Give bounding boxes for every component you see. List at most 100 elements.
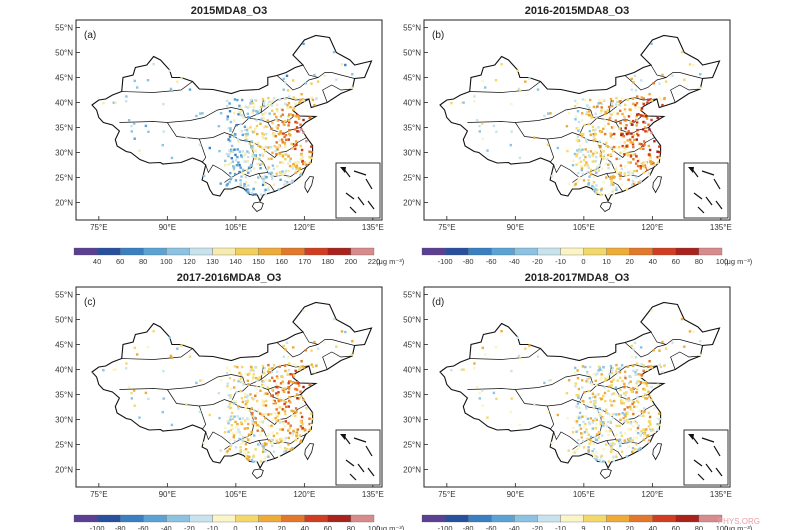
station-marker	[261, 162, 264, 165]
station-marker	[240, 130, 244, 133]
station-marker	[316, 80, 320, 83]
station-marker	[254, 150, 257, 153]
station-marker	[642, 438, 645, 441]
station-marker	[241, 438, 244, 441]
station-marker	[295, 410, 298, 413]
station-marker	[486, 416, 489, 419]
station-marker	[233, 132, 237, 136]
station-marker	[640, 107, 644, 110]
lon-tick-label: 120°E	[641, 223, 663, 232]
station-marker	[228, 369, 231, 372]
station-marker	[227, 405, 230, 408]
colorbar-swatch	[96, 514, 121, 523]
province-border	[615, 404, 655, 425]
station-marker	[281, 422, 285, 425]
station-marker	[278, 154, 282, 157]
station-marker	[251, 368, 254, 371]
station-marker	[625, 152, 628, 155]
station-marker	[631, 408, 634, 411]
station-marker	[235, 164, 239, 167]
station-marker	[274, 416, 277, 420]
station-marker	[247, 191, 250, 194]
station-marker	[598, 191, 601, 195]
station-marker	[300, 360, 303, 363]
station-marker	[234, 179, 238, 182]
station-marker	[239, 179, 242, 182]
station-marker	[622, 402, 625, 405]
station-marker	[285, 138, 288, 141]
station-marker	[625, 411, 628, 415]
station-marker	[248, 188, 251, 192]
lat-tick-label: 30°N	[403, 149, 421, 158]
station-marker	[581, 119, 584, 122]
station-marker	[226, 366, 229, 370]
station-marker	[625, 419, 628, 422]
station-marker	[619, 444, 622, 448]
station-marker	[589, 365, 592, 369]
station-marker	[239, 373, 243, 376]
station-marker	[486, 149, 489, 152]
south-china-sea-inset	[335, 429, 381, 486]
station-marker	[599, 111, 602, 115]
lat-tick-label: 40°N	[55, 99, 73, 108]
inset-boundary	[367, 467, 375, 477]
station-marker	[280, 439, 283, 443]
station-marker	[607, 122, 610, 125]
station-marker	[185, 403, 188, 406]
station-marker	[275, 413, 278, 416]
station-marker	[614, 386, 617, 389]
colorbar-swatch	[675, 514, 700, 523]
station-marker	[138, 149, 141, 152]
station-marker	[653, 140, 656, 143]
station-marker	[259, 122, 262, 125]
station-marker	[621, 411, 624, 415]
station-marker	[600, 456, 603, 459]
station-marker	[294, 140, 298, 143]
station-marker	[244, 419, 247, 422]
colorbar-swatch	[281, 247, 305, 256]
station-marker	[102, 369, 105, 372]
inset-boundary	[701, 437, 715, 443]
station-marker	[647, 172, 651, 175]
colorbar-swatch	[258, 247, 282, 256]
station-marker	[586, 417, 590, 420]
colorbar-swatch	[166, 247, 190, 256]
station-marker	[286, 89, 290, 92]
station-marker	[252, 189, 255, 192]
hainan-island	[251, 468, 264, 480]
station-marker	[146, 346, 150, 349]
station-marker	[267, 146, 270, 149]
station-marker	[481, 389, 484, 392]
station-marker	[594, 405, 597, 408]
station-marker	[642, 414, 645, 418]
station-marker	[227, 127, 230, 130]
station-marker	[272, 364, 276, 367]
station-marker	[607, 193, 611, 196]
station-marker	[659, 365, 663, 369]
station-marker	[261, 420, 264, 423]
station-marker	[556, 146, 559, 150]
station-marker	[264, 450, 267, 453]
station-marker	[596, 455, 599, 459]
station-marker	[302, 131, 305, 134]
lon-tick-label: 75°E	[90, 223, 107, 232]
station-marker	[278, 98, 281, 101]
station-marker	[484, 86, 487, 89]
station-marker	[230, 144, 234, 148]
station-marker	[634, 89, 638, 92]
station-marker	[296, 397, 299, 400]
station-marker	[592, 188, 596, 192]
station-marker	[609, 402, 612, 405]
colorbar-swatch	[304, 247, 329, 256]
station-marker	[619, 177, 622, 181]
station-marker	[295, 126, 299, 129]
station-marker	[635, 155, 638, 158]
station-marker	[651, 428, 654, 431]
station-marker	[235, 123, 238, 127]
station-marker	[287, 124, 290, 127]
province-border	[650, 64, 703, 79]
station-marker	[632, 81, 635, 84]
station-marker	[658, 363, 661, 366]
station-marker	[279, 178, 282, 181]
station-marker	[612, 183, 615, 186]
